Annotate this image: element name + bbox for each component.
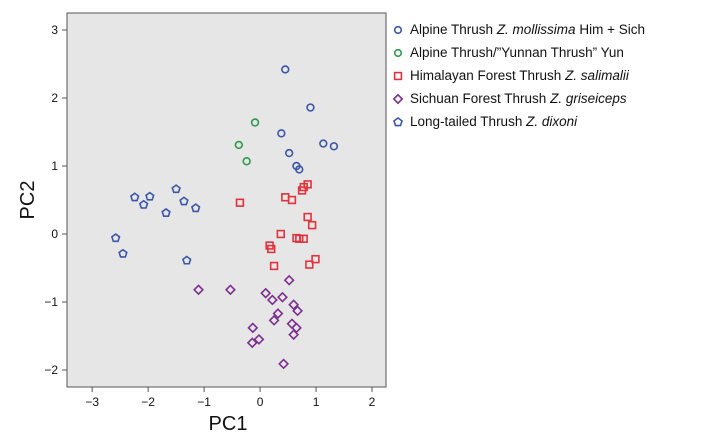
legend-square-marker-icon [393,71,403,80]
data-point-series-2 [276,229,285,239]
y-tick-label: 3 [51,23,58,37]
y-tick-label: −2 [44,363,58,377]
data-point-series-2 [305,260,314,269]
legend-label: Himalayan Forest Thrush Z. salimalii [410,68,629,83]
data-point-series-0 [281,65,290,74]
data-point-series-4 [145,191,155,201]
data-point-series-0 [295,165,304,174]
data-point-series-4 [179,196,189,206]
legend-label: Long-tailed Thrush Z. dixoni [410,114,578,129]
legend-item-alpine-thrush-him-sich: Alpine Thrush Z. mollissima Him + Sich [392,18,702,41]
data-point-series-1 [234,140,244,150]
data-point-series-2 [267,244,276,254]
data-points [110,65,339,370]
data-point-series-3 [292,305,304,317]
data-point-series-2 [307,220,317,230]
data-point-series-2 [303,212,312,222]
y-axis-label: PC2 [17,181,39,220]
data-point-series-0 [306,103,315,112]
data-point-series-0 [277,129,286,138]
x-axis-label: PC1 [209,413,248,435]
legend-pentagon-marker-icon [393,116,403,126]
data-point-series-3 [266,294,278,306]
data-point-series-3 [277,291,288,303]
scatter-plot: −3 −2 −1 0 1 2 −2 −1 0 1 2 3 PC1 PC2 [17,12,387,435]
data-point-series-4 [190,203,201,213]
legend-circle-marker-icon [393,25,403,34]
x-tick-label: 2 [369,395,376,409]
data-point-series-3 [288,299,300,311]
legend-label: Alpine Thrush/”Yunnan Thrush” Yun [410,45,624,60]
legend-item-sichuan-forest-thrush: Sichuan Forest Thrush Z. griseiceps [392,87,702,110]
data-point-series-3 [260,287,272,299]
data-point-series-3 [272,308,284,319]
data-point-series-0 [319,139,328,148]
x-tick-label: −3 [85,395,99,409]
data-point-series-2 [303,180,312,189]
data-point-series-4 [118,248,128,258]
data-point-series-3 [288,329,300,341]
data-point-series-3 [283,274,295,286]
legend-label: Sichuan Forest Thrush Z. griseiceps [410,91,627,106]
data-point-series-3 [268,314,280,326]
data-point-series-2 [269,261,279,271]
x-tick-label: 1 [313,395,320,409]
data-point-series-4 [171,184,181,194]
legend-label: Alpine Thrush Z. mollissima Him + Sich [410,22,645,37]
data-point-series-3 [246,337,258,349]
legend: Alpine Thrush Z. mollissima Him + Sich A… [392,18,702,133]
data-point-series-0 [284,148,294,158]
x-tick-label: −1 [197,395,211,409]
legend-item-long-tailed-thrush: Long-tailed Thrush Z. dixoni [392,110,702,133]
data-point-series-4 [110,233,121,243]
data-point-series-2 [295,234,304,243]
data-point-series-4 [161,207,171,217]
legend-item-himalayan-forest-thrush: Himalayan Forest Thrush Z. salimalii [392,64,702,87]
data-point-series-2 [299,234,308,243]
legend-circle-marker-icon [393,48,403,57]
data-point-series-0 [329,142,339,151]
data-point-series-3 [224,284,236,296]
y-tick-label: 2 [51,91,58,105]
data-point-series-2 [311,254,320,264]
axis-ticks: −3 −2 −1 0 1 2 −2 −1 0 1 2 3 [44,23,375,409]
legend-item-alpine-thrush-yunnan: Alpine Thrush/”Yunnan Thrush” Yun [392,41,702,64]
y-tick-label: 0 [51,227,58,241]
data-point-series-2 [287,195,297,205]
data-point-series-3 [253,333,265,345]
data-point-series-1 [250,118,260,127]
y-tick-label: −1 [44,295,58,309]
plot-area [66,12,387,388]
x-tick-label: −2 [141,395,155,409]
data-point-series-3 [247,322,259,334]
data-point-series-4 [129,192,140,202]
data-point-series-3 [193,284,204,296]
x-tick-label: 0 [257,395,264,409]
data-point-series-3 [278,358,290,370]
data-point-series-2 [235,198,245,207]
data-point-series-1 [242,157,251,166]
data-point-series-4 [138,199,149,209]
y-tick-label: 1 [51,159,58,173]
legend-diamond-marker-icon [392,93,404,104]
data-point-series-4 [182,255,192,265]
